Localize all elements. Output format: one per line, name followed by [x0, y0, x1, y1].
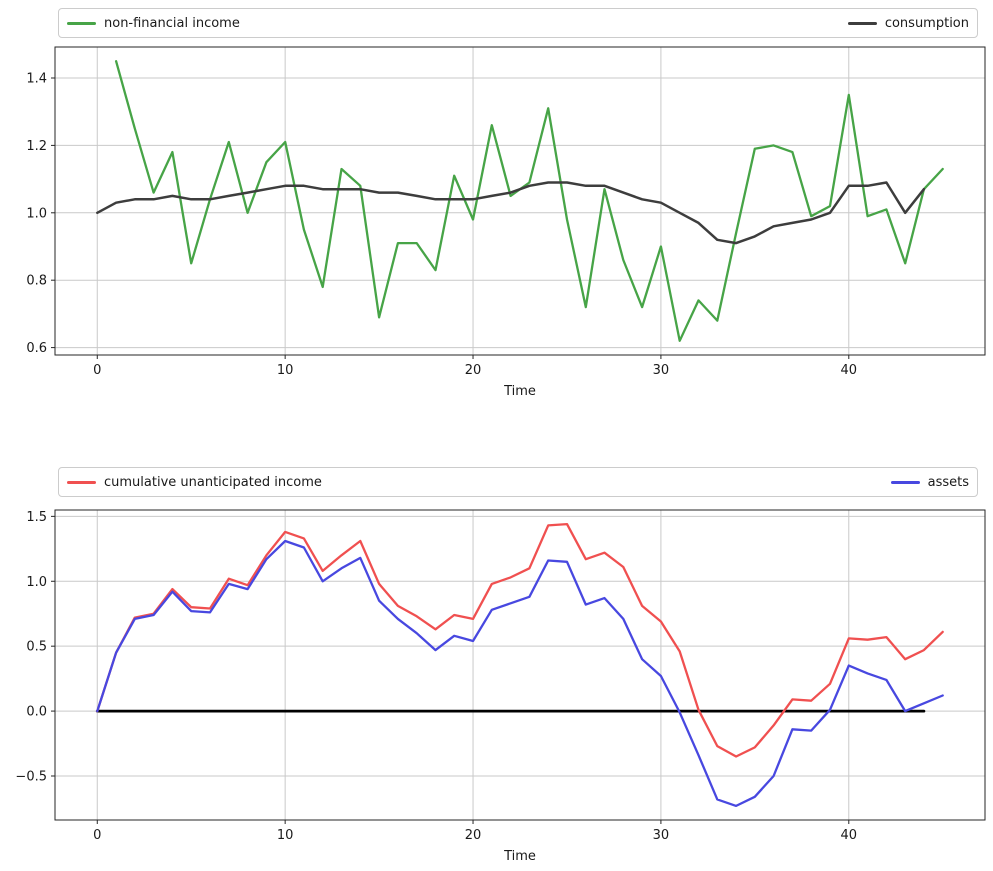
legend-label: non-financial income	[104, 15, 240, 31]
top-chart: 0 10 20 30 40 Time 0.6 0.8 1.0 1.2 1.4	[26, 46, 986, 399]
x-tick-label: 40	[841, 828, 858, 843]
legend-label: cumulative unanticipated income	[104, 474, 322, 490]
y-tick-label: 0.5	[26, 640, 47, 655]
legend-entry-assets: assets	[890, 474, 969, 490]
legend-line-icon	[890, 480, 920, 484]
x-tick-label: 40	[841, 363, 858, 378]
y-tick-label: 0.6	[26, 341, 47, 356]
x-tick-label: 30	[653, 828, 670, 843]
x-tick-label: 20	[465, 363, 482, 378]
x-tick-label: 10	[277, 363, 294, 378]
axes-frame	[54, 509, 986, 821]
legend-entry-consumption: consumption	[847, 15, 969, 31]
legend-entry-non-financial-income: non-financial income	[67, 17, 240, 30]
legend-entry-cumulative-unanticipated-income: cumulative unanticipated income	[67, 476, 322, 489]
series-assets	[96, 539, 944, 808]
x-tick-label: 0	[93, 363, 101, 378]
legend-line-icon	[847, 21, 877, 25]
y-tick-label: 1.0	[26, 206, 47, 221]
legend-top: non-financial income consumption	[58, 8, 978, 38]
x-axis: 0 10 20 30 40 Time	[93, 820, 857, 864]
grid	[55, 510, 985, 820]
y-axis: −0.5 0.0 0.5 1.0 1.5	[15, 510, 55, 784]
legend-line-icon	[67, 21, 96, 25]
x-tick-label: 10	[277, 828, 294, 843]
series-consumption	[96, 181, 926, 245]
y-tick-label: 1.4	[26, 72, 47, 87]
bottom-chart: 0 10 20 30 40 Time −0.5 0.0 0.5 1.0 1.5	[15, 509, 986, 864]
grid	[55, 47, 985, 355]
legend-bottom: cumulative unanticipated income assets	[58, 467, 978, 497]
x-tick-label: 30	[653, 363, 670, 378]
series-cumulative-unanticipated-income	[96, 522, 944, 758]
series-non-financial-income	[114, 60, 944, 342]
y-tick-label: 0.0	[26, 705, 47, 720]
y-tick-label: 1.5	[26, 510, 47, 525]
x-axis: 0 10 20 30 40 Time	[93, 355, 857, 399]
y-tick-label: 1.2	[26, 139, 47, 154]
x-axis-label: Time	[503, 849, 536, 864]
legend-line-icon	[67, 480, 96, 484]
y-tick-label: −0.5	[15, 769, 47, 784]
x-tick-label: 0	[93, 828, 101, 843]
x-axis-label: Time	[503, 384, 536, 399]
x-tick-label: 20	[465, 828, 482, 843]
y-tick-label: 1.0	[26, 575, 47, 590]
legend-label: consumption	[884, 15, 969, 31]
legend-label: assets	[927, 474, 969, 490]
axes-frame	[54, 46, 986, 356]
y-axis: 0.6 0.8 1.0 1.2 1.4	[26, 72, 55, 356]
y-tick-label: 0.8	[26, 274, 47, 289]
